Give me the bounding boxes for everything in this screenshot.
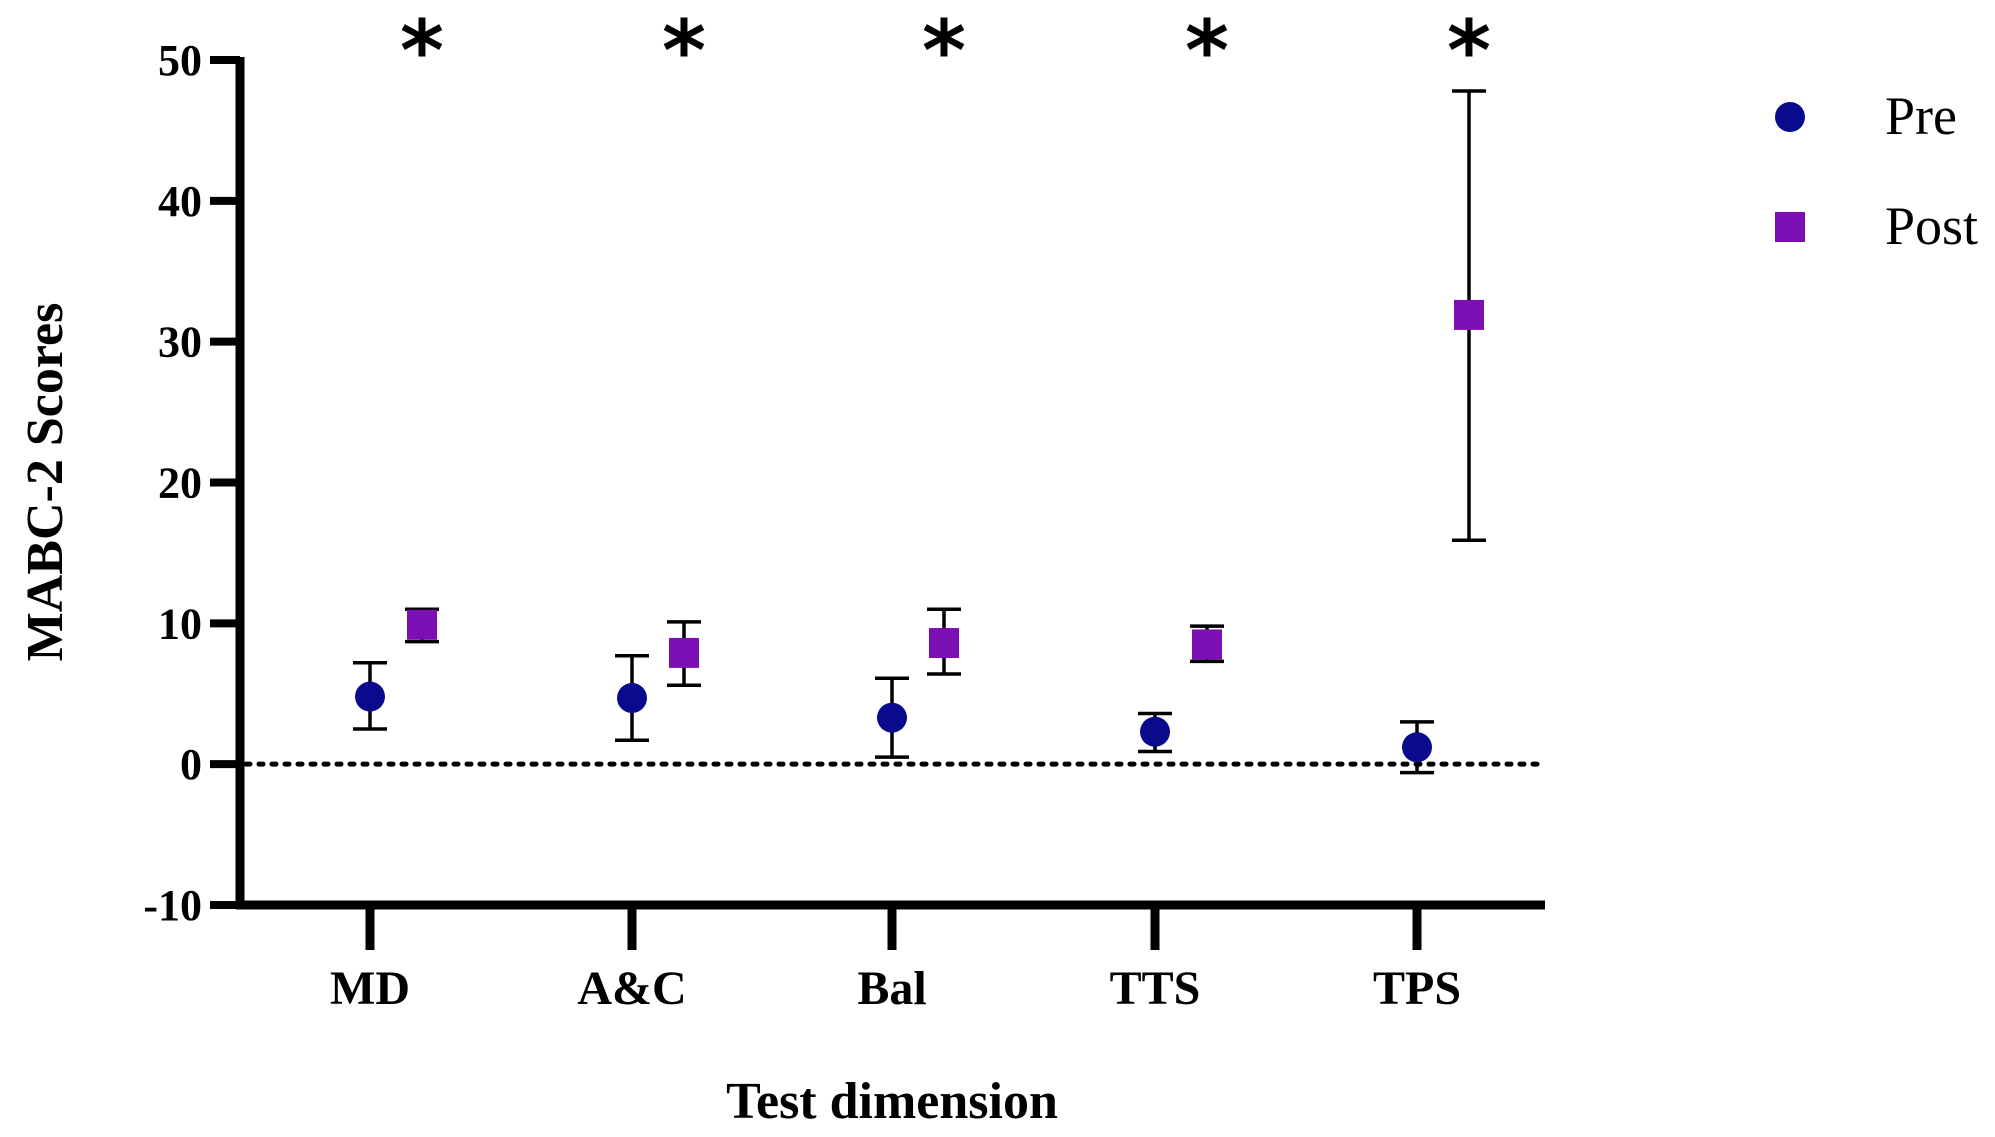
point-post-0 xyxy=(407,609,437,640)
significance-mark: * xyxy=(1447,2,1491,100)
legend-label: Post xyxy=(1885,196,1978,256)
y-tick-label: -10 xyxy=(143,881,202,930)
y-tick-label: 0 xyxy=(180,740,202,789)
point-post-2 xyxy=(929,628,959,659)
x-axis-title: Test dimension xyxy=(726,1073,1058,1130)
x-tick-label: Bal xyxy=(857,962,926,1015)
point-post-4 xyxy=(1454,299,1484,330)
legend-label: Pre xyxy=(1885,86,1957,146)
y-tick-label: 20 xyxy=(158,459,202,508)
point-pre-4 xyxy=(1402,732,1432,763)
point-post-3 xyxy=(1192,629,1222,660)
significance-mark: * xyxy=(922,2,966,100)
y-tick-label: 40 xyxy=(158,177,202,226)
y-tick-label: 10 xyxy=(158,599,202,648)
data-points xyxy=(353,89,1486,775)
x-tick-label: A&C xyxy=(577,962,686,1015)
legend-marker-post xyxy=(1775,212,1805,242)
significance-mark: * xyxy=(1185,2,1229,100)
y-tick-label: 30 xyxy=(158,318,202,367)
point-pre-1 xyxy=(617,682,647,713)
significance-mark: * xyxy=(662,2,706,100)
x-tick-label: TPS xyxy=(1373,962,1461,1015)
significance-mark: * xyxy=(400,2,444,100)
axes xyxy=(210,56,1545,950)
y-axis-title: MABC-2 Scores xyxy=(17,303,74,662)
point-post-1 xyxy=(669,637,699,668)
point-pre-3 xyxy=(1140,716,1170,747)
point-pre-2 xyxy=(877,702,907,733)
point-pre-0 xyxy=(355,681,385,712)
x-tick-label: TTS xyxy=(1110,962,1201,1015)
legend: Pre Post xyxy=(1775,86,1978,256)
x-tick-label: MD xyxy=(330,962,410,1015)
legend-marker-pre xyxy=(1775,102,1805,132)
y-tick-label: 50 xyxy=(158,36,202,85)
axis-labels: 50 40 30 20 10 0 -10 MD A&C Bal TTS TPS Test dimensi… xyxy=(17,2,1491,1130)
